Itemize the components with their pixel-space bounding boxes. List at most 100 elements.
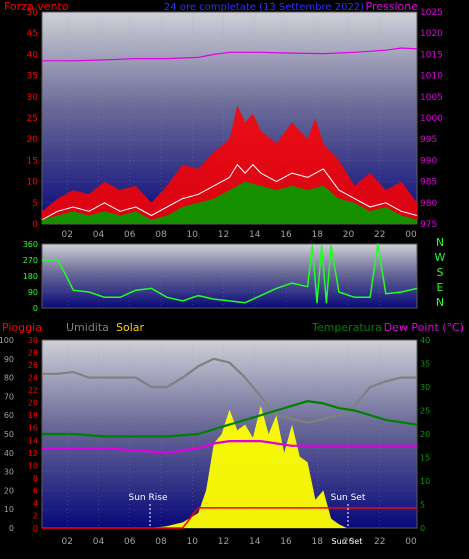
temperature-tick-label: 30 (420, 383, 430, 392)
pressure-tick-label: 995 (420, 135, 437, 145)
x-tick-label: 00 (405, 537, 417, 547)
rain-tick-label: 18 (28, 411, 38, 420)
dewpoint-title: Dew Point (°C) (384, 321, 464, 334)
humidity-tick-label: 30 (4, 468, 14, 477)
x-tick-label: 22 (374, 230, 385, 240)
rain-tick-label: 26 (28, 361, 38, 370)
compass-label: N (436, 236, 444, 249)
wind-pressure-series (41, 47, 418, 224)
x-tick-label: 02 (62, 230, 73, 240)
temperature-tick-label: 10 (420, 477, 430, 486)
rain-tick-label: 8 (33, 474, 38, 483)
x-tick-label: 12 (218, 537, 229, 547)
wind-tick-label: 10 (27, 178, 39, 188)
x-tick-label: 10 (187, 537, 199, 547)
rain-tick-label: 30 (28, 336, 38, 345)
x-tick-label: 22 (374, 537, 385, 547)
wind-tick-label: 15 (27, 156, 38, 166)
direction-tick-label: 0 (33, 304, 38, 313)
pressure-title: Pressione (366, 0, 419, 13)
humidity-tick-label: 80 (4, 374, 14, 383)
direction-tick-label: 270 (23, 256, 38, 265)
pressure-tick-label: 1025 (420, 8, 443, 18)
rain-tick-label: 12 (28, 449, 38, 458)
wind-tick-label: 35 (27, 72, 38, 82)
pressure-tick-label: 985 (420, 178, 437, 188)
x-tick-label: 06 (124, 537, 136, 547)
direction-tick-label: 360 (23, 240, 38, 249)
wind-title: Forza vento (4, 0, 69, 13)
humidity-tick-label: 0 (9, 524, 14, 533)
x-tick-label: 14 (249, 537, 261, 547)
chart-title: 24 ore completate (13 Settembre 2022) (164, 2, 364, 13)
x-tick-label: 06 (124, 230, 136, 240)
temperature-panel: Pioggia Umidita Solar Temperatura Dew Po… (0, 321, 464, 547)
direction-tick-label: 90 (28, 288, 38, 297)
rain-tick-label: 24 (28, 374, 38, 383)
pressure-line (42, 47, 418, 62)
x-tick-label: 04 (93, 537, 105, 547)
humidity-tick-label: 10 (4, 505, 14, 514)
wind-tick-label: 50 (27, 8, 39, 18)
temperature-tick-label: 5 (420, 501, 425, 510)
sun-annotations: Sun Rise Sun Set Sun Set (129, 493, 366, 546)
wind-direction-grid (42, 244, 417, 308)
wind-tick-label: 0 (32, 220, 38, 230)
compass-label: S (437, 266, 444, 279)
pressure-tick-label: 1005 (420, 93, 443, 103)
humidity-tick-label: 40 (4, 449, 14, 458)
pressure-tick-label: 1020 (420, 29, 443, 39)
x-tick-label: 20 (343, 230, 355, 240)
dewpoint-line (42, 440, 417, 454)
temperature-series (42, 357, 418, 529)
temperature-tick-label: 15 (420, 454, 430, 463)
wind-x-axis: 02 04 06 08 10 12 14 16 18 20 22 00 (62, 230, 417, 240)
pressure-tick-label: 980 (420, 199, 437, 209)
rain-title: Pioggia (2, 321, 42, 334)
x-tick-label: 20 (343, 537, 355, 547)
x-tick-label: 16 (280, 537, 292, 547)
wind-tick-label: 5 (32, 199, 38, 209)
wind-tick-label: 20 (27, 135, 39, 145)
x-tick-label: 14 (249, 230, 261, 240)
pressure-tick-label: 1010 (420, 72, 443, 82)
temperature-tick-label: 25 (420, 407, 430, 416)
x-tick-label: 08 (155, 537, 167, 547)
wind-tick-label: 25 (27, 114, 38, 124)
rain-tick-label: 14 (28, 436, 38, 445)
pressure-axis: 975 980 985 990 995 1000 1005 1010 1015 1020 1025 (420, 8, 443, 230)
compass-label: W (435, 251, 446, 264)
humidity-title: Umidita (66, 321, 109, 334)
wind-direction-axis: 0 90 180 270 360 (23, 240, 38, 313)
x-tick-label: 18 (312, 537, 324, 547)
x-tick-label: 04 (93, 230, 105, 240)
wind-tick-label: 30 (27, 93, 39, 103)
temperature-tick-label: 35 (420, 360, 430, 369)
rain-tick-label: 16 (28, 424, 38, 433)
rain-tick-label: 4 (33, 499, 38, 508)
x-tick-label: 12 (218, 230, 229, 240)
rain-tick-label: 20 (28, 399, 38, 408)
humidity-tick-label: 60 (4, 411, 14, 420)
wind-direction-line (42, 243, 418, 304)
direction-tick-label: 180 (23, 272, 38, 281)
pressure-tick-label: 1000 (420, 114, 443, 124)
temperature-x-axis: 02 04 06 08 10 12 14 16 18 20 22 00 (62, 537, 417, 547)
temperature-tick-label: 40 (420, 336, 430, 345)
rain-line (42, 507, 417, 529)
wind-average-line (41, 164, 418, 221)
temperature-line (42, 400, 418, 438)
x-tick-label: 00 (405, 230, 417, 240)
pressure-tick-label: 990 (420, 156, 437, 166)
x-tick-label: 02 (62, 537, 73, 547)
wind-direction-series (42, 243, 418, 304)
solar-title: Solar (116, 321, 145, 334)
humidity-tick-label: 70 (4, 392, 14, 401)
compass-label: E (437, 281, 444, 294)
x-tick-label: 18 (312, 230, 324, 240)
x-tick-label: 08 (155, 230, 167, 240)
